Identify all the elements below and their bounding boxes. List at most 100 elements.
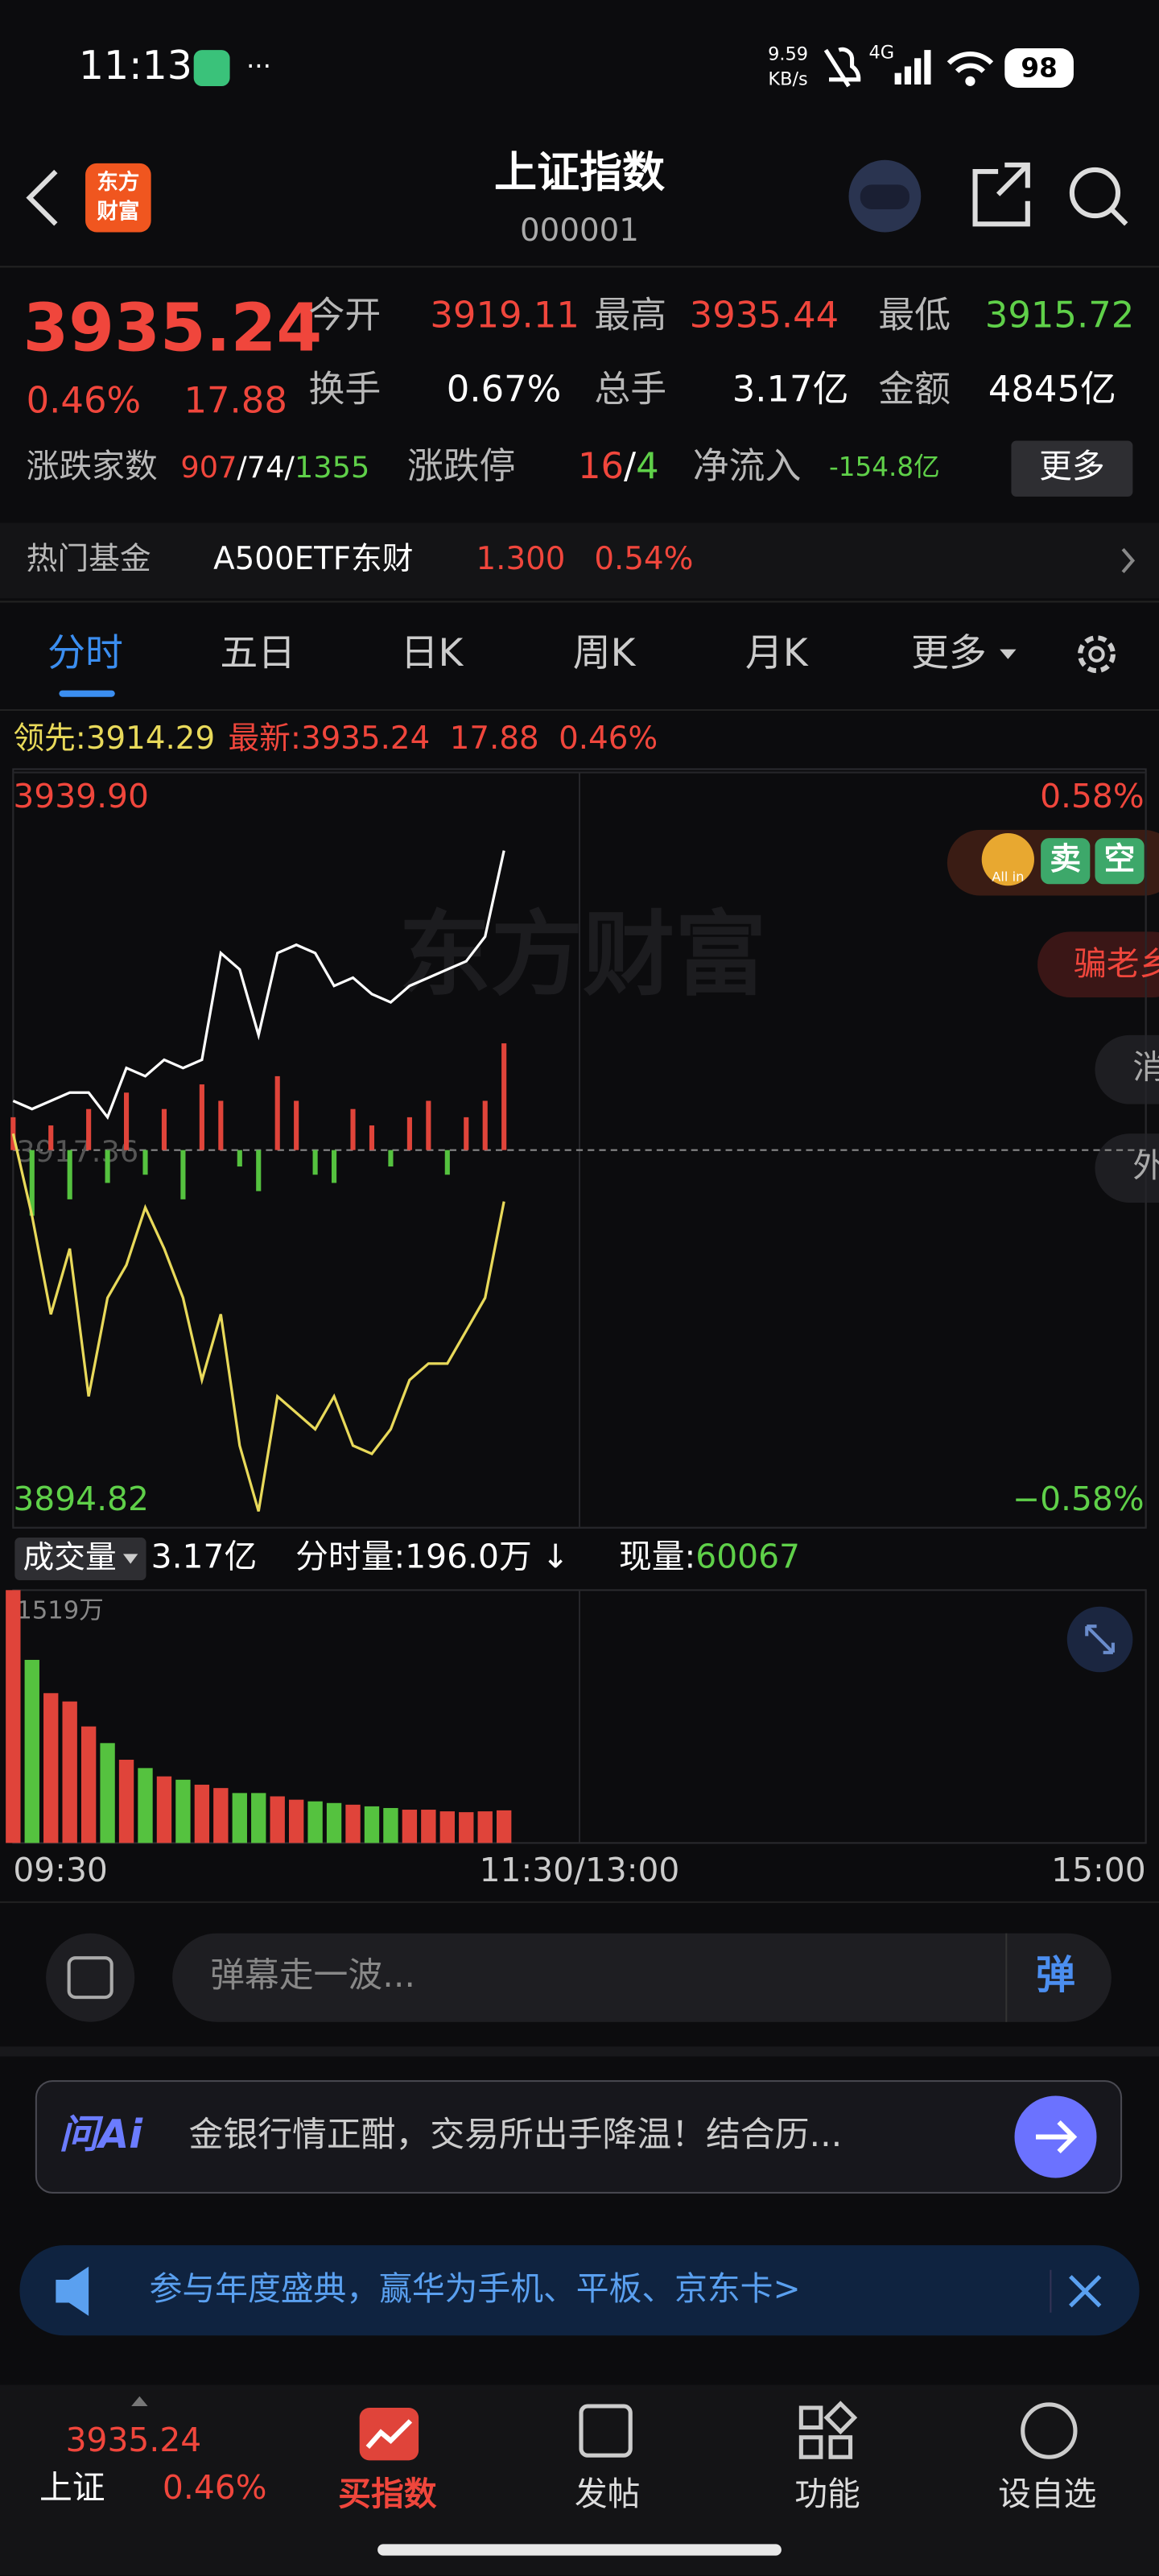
- stat-value: 4845亿: [988, 367, 1116, 410]
- flow-bar: [161, 1108, 167, 1150]
- legend: 领先:3914.29 最新:3935.24 17.88 0.46%: [13, 720, 658, 756]
- mute-icon: [823, 47, 861, 88]
- y-tick-label: 3939.90: [13, 777, 149, 815]
- share-button[interactable]: [972, 162, 1030, 227]
- banner-text: 参与年度盛典，赢华为手机、平板、京东卡>: [150, 2269, 801, 2308]
- sell-badge[interactable]: [1041, 838, 1091, 885]
- stat-value: 3935.44: [690, 294, 839, 336]
- tab[interactable]: 更多: [911, 631, 987, 675]
- legend-part: 3935.24: [301, 720, 430, 756]
- news-pill[interactable]: [1095, 1034, 1159, 1104]
- limit-part: 16: [578, 444, 624, 487]
- sell-text: 卖: [1050, 841, 1081, 877]
- flow-bar: [482, 1100, 488, 1150]
- volume-max-label: 1519万: [16, 1596, 103, 1624]
- nav-item[interactable]: 设自选: [998, 2475, 1096, 2513]
- outer-pill[interactable]: [1095, 1133, 1159, 1203]
- stat-label: 总手: [594, 367, 666, 410]
- trend-icon: [365, 2419, 413, 2450]
- nav-item[interactable]: 发帖: [575, 2475, 641, 2513]
- stat-label: 今开: [308, 294, 381, 336]
- caret: [131, 2396, 148, 2407]
- breadth-label: 涨跌家数: [27, 447, 158, 485]
- back-button[interactable]: [26, 169, 58, 226]
- flow-bar: [388, 1150, 394, 1167]
- hot-fund-row[interactable]: [0, 522, 1159, 599]
- arrow-icon: [1036, 2120, 1078, 2154]
- volume-bar: [43, 1693, 59, 1843]
- danmaku-input[interactable]: [172, 1933, 1112, 2022]
- flow-bar: [67, 1150, 72, 1199]
- volume-total: 3.17亿: [151, 1538, 258, 1576]
- more-button[interactable]: [1011, 440, 1133, 497]
- stat-value: 3919.11: [430, 294, 580, 336]
- volume-bar: [307, 1801, 323, 1843]
- nav-item[interactable]: 功能: [794, 2475, 860, 2513]
- legend-part: 最新:: [228, 720, 301, 756]
- tab[interactable]: 五日: [220, 631, 295, 675]
- allin-text: All in: [992, 869, 1024, 885]
- tab[interactable]: 分时: [47, 631, 123, 675]
- flow-bar: [426, 1100, 431, 1150]
- current-volume: 现量:60067: [619, 1538, 800, 1576]
- volume-selector[interactable]: [14, 1538, 146, 1581]
- news-text: 骗老乡: [1074, 944, 1159, 983]
- tab[interactable]: 日K: [401, 631, 464, 675]
- settings-button[interactable]: [1078, 635, 1116, 674]
- current-volume-part: 现量:: [619, 1538, 695, 1576]
- news-pill[interactable]: [1037, 931, 1159, 997]
- ai-box[interactable]: [35, 2080, 1123, 2194]
- flow-bar: [218, 1100, 224, 1150]
- y2-tick-label: −0.58%: [1013, 1480, 1145, 1518]
- volume-bar: [439, 1811, 455, 1843]
- short-badge[interactable]: [1095, 838, 1145, 885]
- chevron: [1121, 547, 1136, 574]
- search-handle: [1109, 207, 1128, 226]
- tab[interactable]: 周K: [573, 631, 637, 675]
- limit-part: /: [624, 444, 637, 487]
- flow-bar: [332, 1150, 337, 1183]
- limit: 16/4: [578, 444, 659, 487]
- function-icon[interactable]: [798, 2401, 858, 2459]
- legend-part: 17.88: [450, 720, 539, 756]
- watchlist-icon[interactable]: [1021, 2402, 1078, 2459]
- y2-tick-label: 0.58%: [1040, 777, 1145, 815]
- flow-bar: [199, 1084, 204, 1150]
- legend-part: 0.46%: [559, 720, 658, 756]
- network-type: 4G: [868, 43, 894, 64]
- nav-item[interactable]: 买指数: [338, 2475, 437, 2513]
- volume-label: 成交量: [23, 1539, 117, 1575]
- flow-bar: [123, 1092, 130, 1150]
- legend-part: 领先:: [13, 720, 86, 756]
- legend-part: 3914.29: [86, 720, 215, 756]
- buy-icon[interactable]: [359, 2408, 419, 2461]
- close-button[interactable]: [1069, 2275, 1102, 2308]
- volume-bar: [345, 1804, 361, 1843]
- flow-bar: [180, 1150, 186, 1199]
- battery-level: 98: [1021, 53, 1057, 84]
- volume-bar: [62, 1701, 77, 1843]
- post-icon[interactable]: [579, 2404, 633, 2458]
- leading-line: [11, 1133, 505, 1512]
- flow-bar: [10, 1117, 16, 1150]
- stat-label: 换手: [308, 367, 381, 410]
- search-button[interactable]: [1069, 167, 1121, 219]
- net-speed-unit: KB/s: [768, 68, 807, 89]
- x-tick-label: 15:00: [1051, 1851, 1146, 1889]
- last-price: 3935.24: [23, 290, 323, 366]
- x-tick-label: 09:30: [13, 1851, 108, 1889]
- wifi-dot: [965, 76, 975, 86]
- hot-fund-label: 热门基金: [27, 541, 151, 577]
- nav-price: 3935.24: [66, 2421, 202, 2459]
- volume-bar: [270, 1796, 285, 1843]
- volume-bar: [80, 1726, 97, 1843]
- banner[interactable]: [19, 2245, 1140, 2336]
- volume-bar: [232, 1793, 247, 1843]
- page-title: 上证指数: [494, 147, 665, 197]
- volume-bar: [251, 1793, 266, 1843]
- flow-bar: [48, 1125, 54, 1150]
- change: 17.88: [184, 379, 287, 422]
- volume-bar: [138, 1768, 153, 1843]
- danmaku-toggle[interactable]: [46, 1933, 135, 2022]
- tab[interactable]: 月K: [745, 631, 809, 675]
